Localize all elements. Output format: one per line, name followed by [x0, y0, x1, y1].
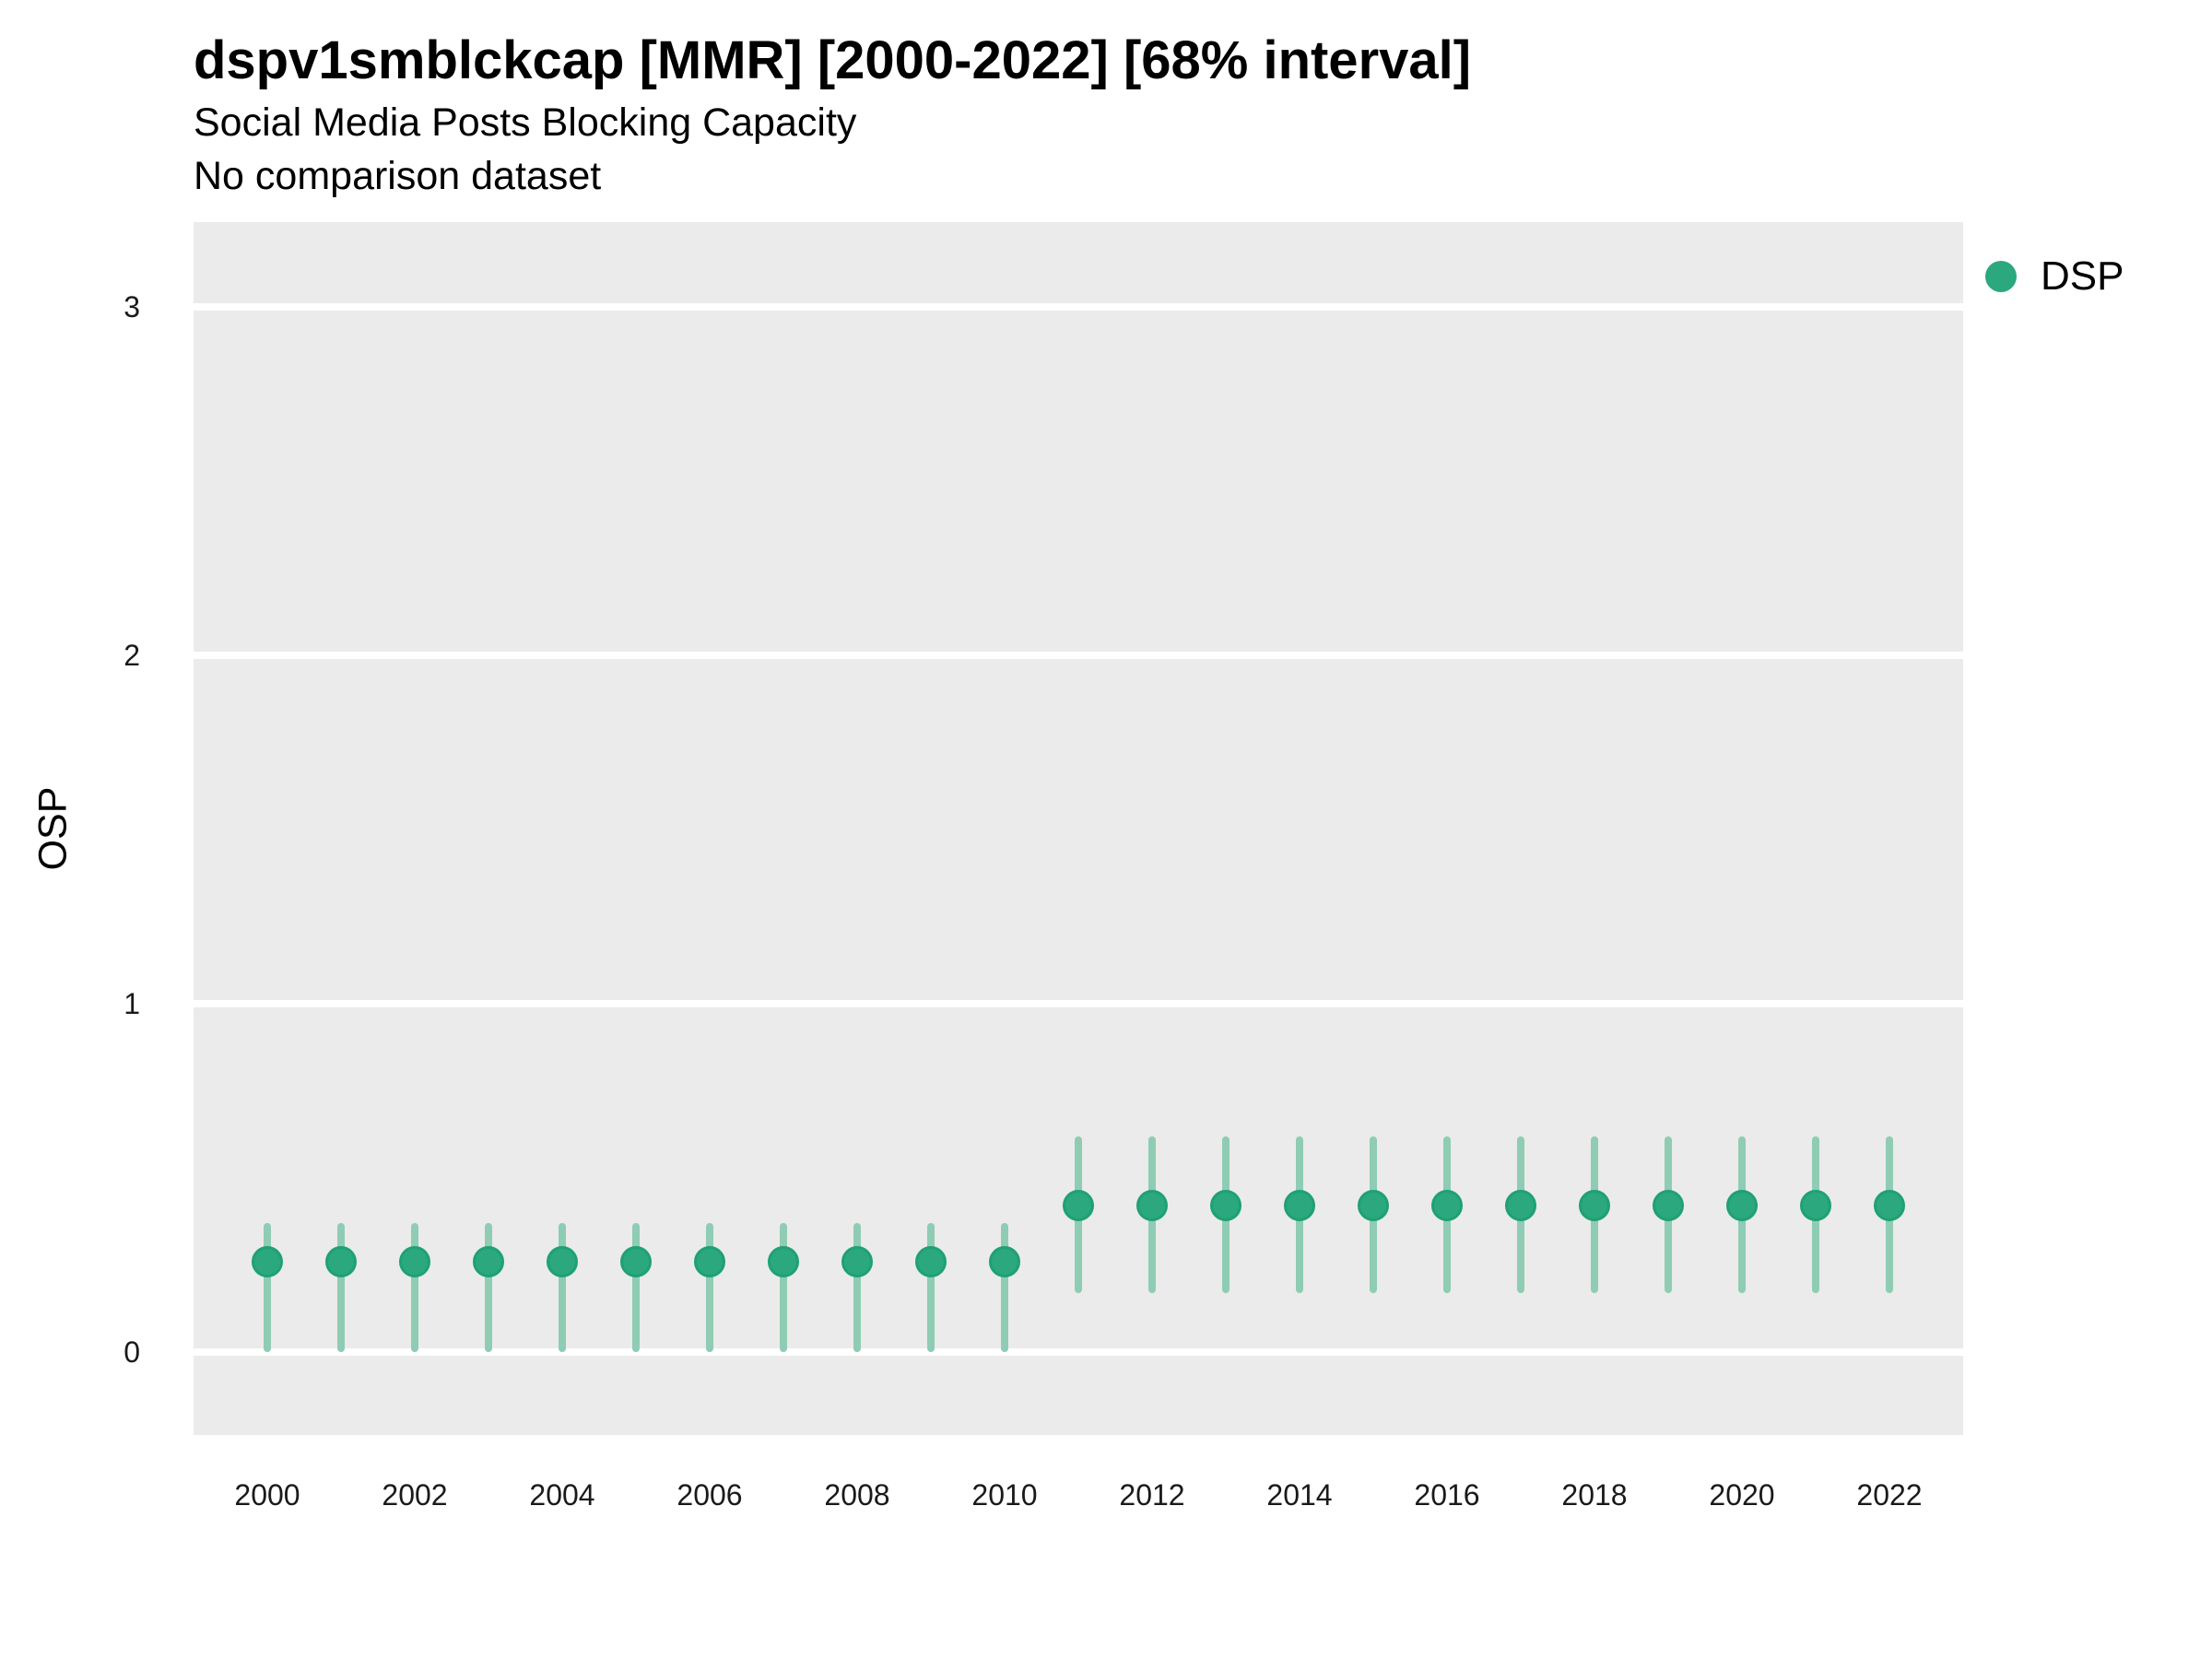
point-2000: [252, 1245, 283, 1277]
point-2012: [1136, 1190, 1168, 1222]
y-tick-label-3: 3: [124, 290, 140, 324]
comparison-note: No comparison dataset: [194, 154, 602, 198]
legend: DSP: [1985, 253, 2124, 300]
point-2022: [1874, 1190, 1905, 1222]
x-tick-label-2022: 2022: [1856, 1478, 1923, 1512]
x-tick-label-2012: 2012: [1119, 1478, 1185, 1512]
x-tick-label-2006: 2006: [677, 1478, 743, 1512]
point-2003: [473, 1245, 504, 1277]
gridline-y-3: [194, 303, 1963, 311]
x-tick-label-2014: 2014: [1266, 1478, 1333, 1512]
x-tick-label-2004: 2004: [529, 1478, 595, 1512]
interval-2001: [337, 1223, 345, 1352]
x-tick-label-2020: 2020: [1709, 1478, 1775, 1512]
legend-label: DSP: [2041, 253, 2124, 299]
point-2011: [1063, 1190, 1094, 1222]
x-tick-label-2016: 2016: [1414, 1478, 1480, 1512]
y-tick-label-2: 2: [124, 639, 140, 672]
x-tick-label-2002: 2002: [382, 1478, 448, 1512]
point-2014: [1284, 1190, 1315, 1222]
point-2015: [1358, 1190, 1389, 1222]
gridline-y-1: [194, 1000, 1963, 1007]
point-2017: [1505, 1190, 1536, 1222]
interval-2007: [780, 1223, 787, 1352]
interval-2004: [559, 1223, 566, 1352]
interval-2009: [927, 1223, 935, 1352]
chart-subtitle: Social Media Posts Blocking Capacity: [194, 100, 857, 145]
point-2006: [694, 1245, 725, 1277]
x-tick-label-2010: 2010: [971, 1478, 1038, 1512]
point-2018: [1579, 1190, 1610, 1222]
point-2001: [325, 1245, 357, 1277]
point-2009: [915, 1245, 947, 1277]
point-2007: [768, 1245, 799, 1277]
y-axis-title: OSP: [30, 786, 76, 871]
point-2021: [1800, 1190, 1831, 1222]
interval-2002: [411, 1223, 418, 1352]
point-2016: [1431, 1190, 1463, 1222]
interval-2010: [1001, 1223, 1008, 1352]
point-2002: [399, 1245, 430, 1277]
point-2020: [1726, 1190, 1758, 1222]
x-tick-label-2000: 2000: [234, 1478, 300, 1512]
gridline-y-0: [194, 1348, 1963, 1356]
interval-2006: [706, 1223, 713, 1352]
point-2008: [841, 1245, 873, 1277]
point-2004: [547, 1245, 578, 1277]
y-tick-label-0: 0: [124, 1335, 140, 1369]
x-tick-label-2018: 2018: [1561, 1478, 1628, 1512]
point-2013: [1210, 1190, 1241, 1222]
interval-2003: [485, 1223, 492, 1352]
plot-panel: [194, 222, 1963, 1435]
legend-point-icon: [1985, 261, 2017, 292]
point-2019: [1653, 1190, 1684, 1222]
point-2005: [620, 1245, 652, 1277]
interval-2005: [632, 1223, 640, 1352]
y-tick-label-1: 1: [124, 987, 140, 1020]
interval-2000: [264, 1223, 271, 1352]
point-2010: [989, 1245, 1020, 1277]
interval-2008: [853, 1223, 861, 1352]
chart-title: dspv1smblckcap [MMR] [2000-2022] [68% in…: [194, 30, 1472, 90]
gridline-y-2: [194, 652, 1963, 659]
x-tick-label-2008: 2008: [824, 1478, 890, 1512]
